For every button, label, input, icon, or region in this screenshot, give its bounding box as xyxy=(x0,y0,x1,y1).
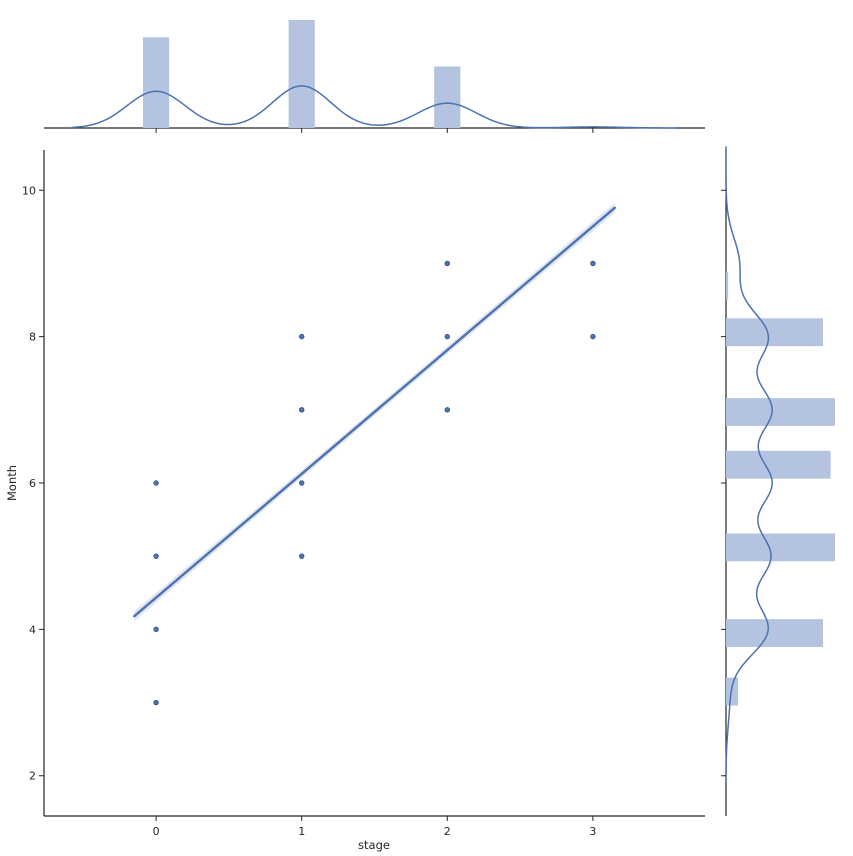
right-histogram-bar xyxy=(726,450,831,479)
scatter-point xyxy=(299,553,305,559)
right-kde-curve xyxy=(725,146,773,784)
axes: 0 1 2 3 2 4 6 8 10 xyxy=(22,128,726,838)
y-tick-label: 8 xyxy=(29,331,36,344)
joint-scatter-panel xyxy=(133,202,616,706)
scatter-point xyxy=(299,407,305,413)
y-tick-label: 10 xyxy=(22,184,36,197)
right-histogram-bar xyxy=(726,318,824,347)
regression-line xyxy=(133,206,616,618)
scatter-point xyxy=(153,480,159,486)
scatter-point xyxy=(299,333,305,340)
x-tick-label: 3 xyxy=(589,825,596,838)
right-histogram-bar xyxy=(726,677,738,706)
x-tick-label: 1 xyxy=(298,825,305,838)
scatter-point xyxy=(299,480,305,486)
top-histogram-bar xyxy=(143,37,170,128)
right-histogram-bar xyxy=(726,619,824,647)
x-tick-label: 0 xyxy=(153,825,160,838)
y-tick-label: 2 xyxy=(29,770,36,783)
scatter-point xyxy=(590,333,596,340)
scatter-point xyxy=(153,553,159,559)
top-histogram-bar xyxy=(434,66,461,128)
y-tick-label: 6 xyxy=(29,477,36,490)
scatter-point xyxy=(153,626,159,633)
scatter-point xyxy=(444,407,450,413)
x-tick-label: 2 xyxy=(444,825,451,838)
y-axis-label: Month xyxy=(5,465,19,501)
scatter-point xyxy=(153,699,159,706)
top-marginal-histogram xyxy=(44,20,705,129)
scatter-point xyxy=(444,333,450,340)
top-histogram-bar xyxy=(288,20,315,128)
right-histogram-bar xyxy=(726,533,835,562)
x-axis-label: stage xyxy=(358,838,390,852)
top-kde-curve xyxy=(71,85,678,129)
right-marginal-histogram xyxy=(725,146,835,816)
right-histogram-bar xyxy=(726,271,729,300)
y-tick-label: 4 xyxy=(29,623,36,636)
right-histogram-bar xyxy=(726,398,835,426)
scatter-point xyxy=(590,260,596,267)
scatter-point xyxy=(444,260,450,267)
